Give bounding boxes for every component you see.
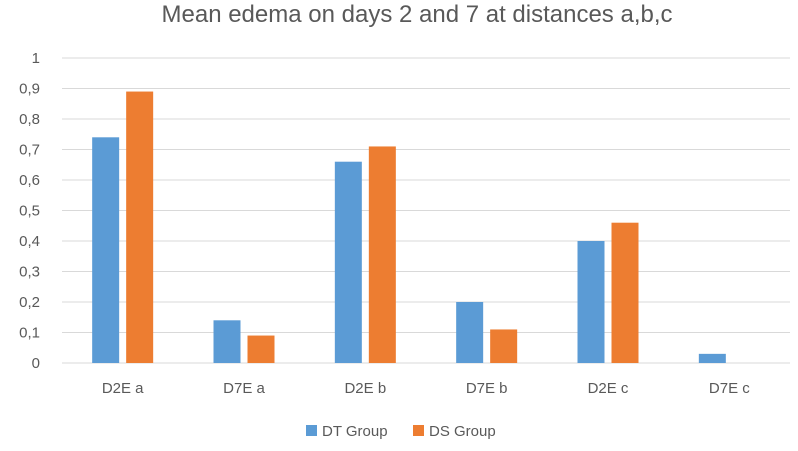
x-axis-ticks: D2E a D7E a D2E b D7E b D2E c D7E c	[102, 380, 750, 397]
bar-ds-group-d2e-c	[611, 222, 639, 363]
bar-dt-group-d7e-b	[456, 302, 484, 363]
bar-dt-group-d2e-c	[577, 241, 605, 363]
y-tick-label: 0,5	[19, 203, 40, 220]
x-tick-label: D7E a	[223, 380, 265, 397]
bar-dt-group-d7e-c	[698, 353, 726, 363]
x-tick-label: D7E b	[466, 380, 508, 397]
x-tick-label: D2E c	[588, 380, 629, 397]
x-tick-label: D2E a	[102, 380, 144, 397]
legend: DT Group DS Group	[306, 423, 496, 440]
y-tick-label: 0,2	[19, 294, 40, 311]
bar-dt-group-d2e-a	[92, 137, 120, 363]
y-tick-label: 0,8	[19, 111, 40, 128]
bar-ds-group-d7e-a	[247, 335, 275, 363]
y-tick-label: 0,1	[19, 325, 40, 342]
x-tick-label: D7E c	[709, 380, 750, 397]
y-tick-label: 0,3	[19, 264, 40, 281]
legend-label: DS Group	[429, 423, 496, 440]
y-tick-label: 0,7	[19, 142, 40, 159]
bar-ds-group-d2e-b	[368, 146, 396, 363]
bar-ds-group-d2e-a	[126, 91, 154, 364]
bar-ds-group-d7e-b	[490, 329, 518, 363]
y-tick-label: 0	[32, 355, 40, 372]
gridlines	[62, 57, 790, 364]
bar-dt-group-d2e-b	[334, 161, 362, 363]
chart-title: Mean edema on days 2 and 7 at distances …	[162, 1, 673, 28]
legend-swatch	[306, 425, 317, 436]
y-axis-ticks: 0 0,1 0,2 0,3 0,4 0,5 0,6 0,7 0,8 0,9 1	[19, 50, 40, 372]
bars	[92, 91, 726, 364]
legend-label: DT Group	[322, 423, 388, 440]
y-tick-label: 1	[32, 50, 40, 67]
bar-dt-group-d7e-a	[213, 320, 241, 363]
y-tick-label: 0,4	[19, 233, 40, 250]
y-tick-label: 0,9	[19, 81, 40, 98]
x-tick-label: D2E b	[344, 380, 386, 397]
y-tick-label: 0,6	[19, 172, 40, 189]
legend-swatch	[413, 425, 424, 436]
